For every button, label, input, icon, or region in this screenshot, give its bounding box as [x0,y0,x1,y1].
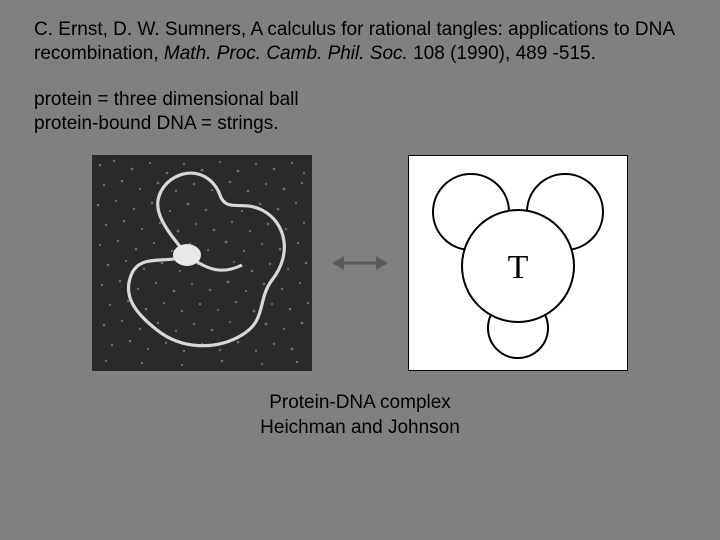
double-arrow-icon [332,252,388,274]
tangle-label: T [508,249,529,286]
citation-rest: 108 (1990), 489 -515. [408,43,596,64]
tangle-diagram: T [408,155,628,371]
definitions-block: protein = three dimensional ball protein… [34,88,686,137]
definition-protein: protein = three dimensional ball [34,88,686,113]
citation-block: C. Ernst, D. W. Sumners, A calculus for … [34,18,686,66]
citation-journal: Math. Proc. Camb. Phil. Soc. [164,43,408,64]
figure-row: T [34,155,686,371]
caption-line1: Protein-DNA complex [34,391,686,416]
electron-micrograph [92,155,312,371]
citation-authors: C. Ernst, D. W. Sumners, [34,19,250,40]
definition-dna: protein-bound DNA = strings. [34,112,686,137]
caption-line2: Heichman and Johnson [34,416,686,441]
figure-caption: Protein-DNA complex Heichman and Johnson [34,391,686,440]
